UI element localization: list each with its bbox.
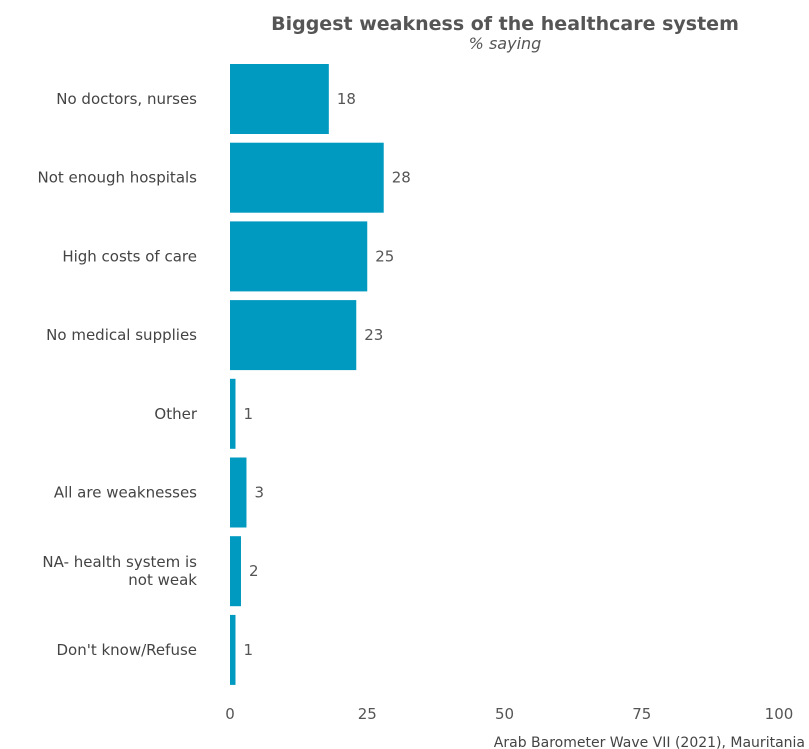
bar <box>230 536 241 607</box>
category-label: No doctors, nurses <box>56 90 197 108</box>
x-tick-label: 75 <box>632 705 651 723</box>
x-axis-ticks: 0 25 50 75 100 <box>225 705 793 723</box>
bar <box>230 221 368 292</box>
x-tick-label: 25 <box>358 705 377 723</box>
category-labels: No doctors, nurses Not enough hospitals Hi… <box>37 90 197 659</box>
data-label: 1 <box>243 405 253 423</box>
category-label: All are weaknesses <box>54 484 197 502</box>
category-label: Not enough hospitals <box>37 169 197 187</box>
data-label: 2 <box>249 562 259 580</box>
bar <box>230 142 384 213</box>
category-label: No medical supplies <box>46 326 197 344</box>
data-label: 25 <box>375 247 394 265</box>
data-label: 23 <box>364 326 383 344</box>
category-label-line: All are weaknesses <box>54 484 197 502</box>
chart-title: Biggest weakness of the healthcare syste… <box>271 13 739 35</box>
category-label-line: Other <box>154 405 197 423</box>
bar <box>230 614 236 685</box>
chart-subtitle: % saying <box>469 34 542 53</box>
bar <box>230 64 329 134</box>
category-label: Other <box>154 405 197 423</box>
category-label: NA- health system is not weak <box>42 553 197 589</box>
category-label-line: No doctors, nurses <box>56 90 197 108</box>
category-label-line: No medical supplies <box>46 326 197 344</box>
category-label-line: Don't know/Refuse <box>56 641 197 659</box>
data-labels: 18 28 25 23 1 3 2 1 <box>243 90 410 659</box>
category-label: High costs of care <box>62 247 197 265</box>
data-label: 18 <box>337 90 356 108</box>
category-label: Don't know/Refuse <box>56 641 197 659</box>
category-label-line: NA- health system is <box>42 553 197 571</box>
x-tick-label: 50 <box>495 705 514 723</box>
chart-caption: Arab Barometer Wave VII (2021), Mauritan… <box>494 735 805 749</box>
data-label: 3 <box>254 484 264 502</box>
bars-layer <box>230 64 384 685</box>
category-label-line: not weak <box>128 571 197 589</box>
category-label-line: High costs of care <box>62 247 197 265</box>
data-label: 1 <box>243 641 253 659</box>
bar <box>230 378 236 449</box>
x-tick-label: 100 <box>765 705 794 723</box>
data-label: 28 <box>392 169 411 187</box>
x-tick-label: 0 <box>225 705 235 723</box>
bar <box>230 457 247 528</box>
bar <box>230 300 357 371</box>
category-label-line: Not enough hospitals <box>37 169 197 187</box>
